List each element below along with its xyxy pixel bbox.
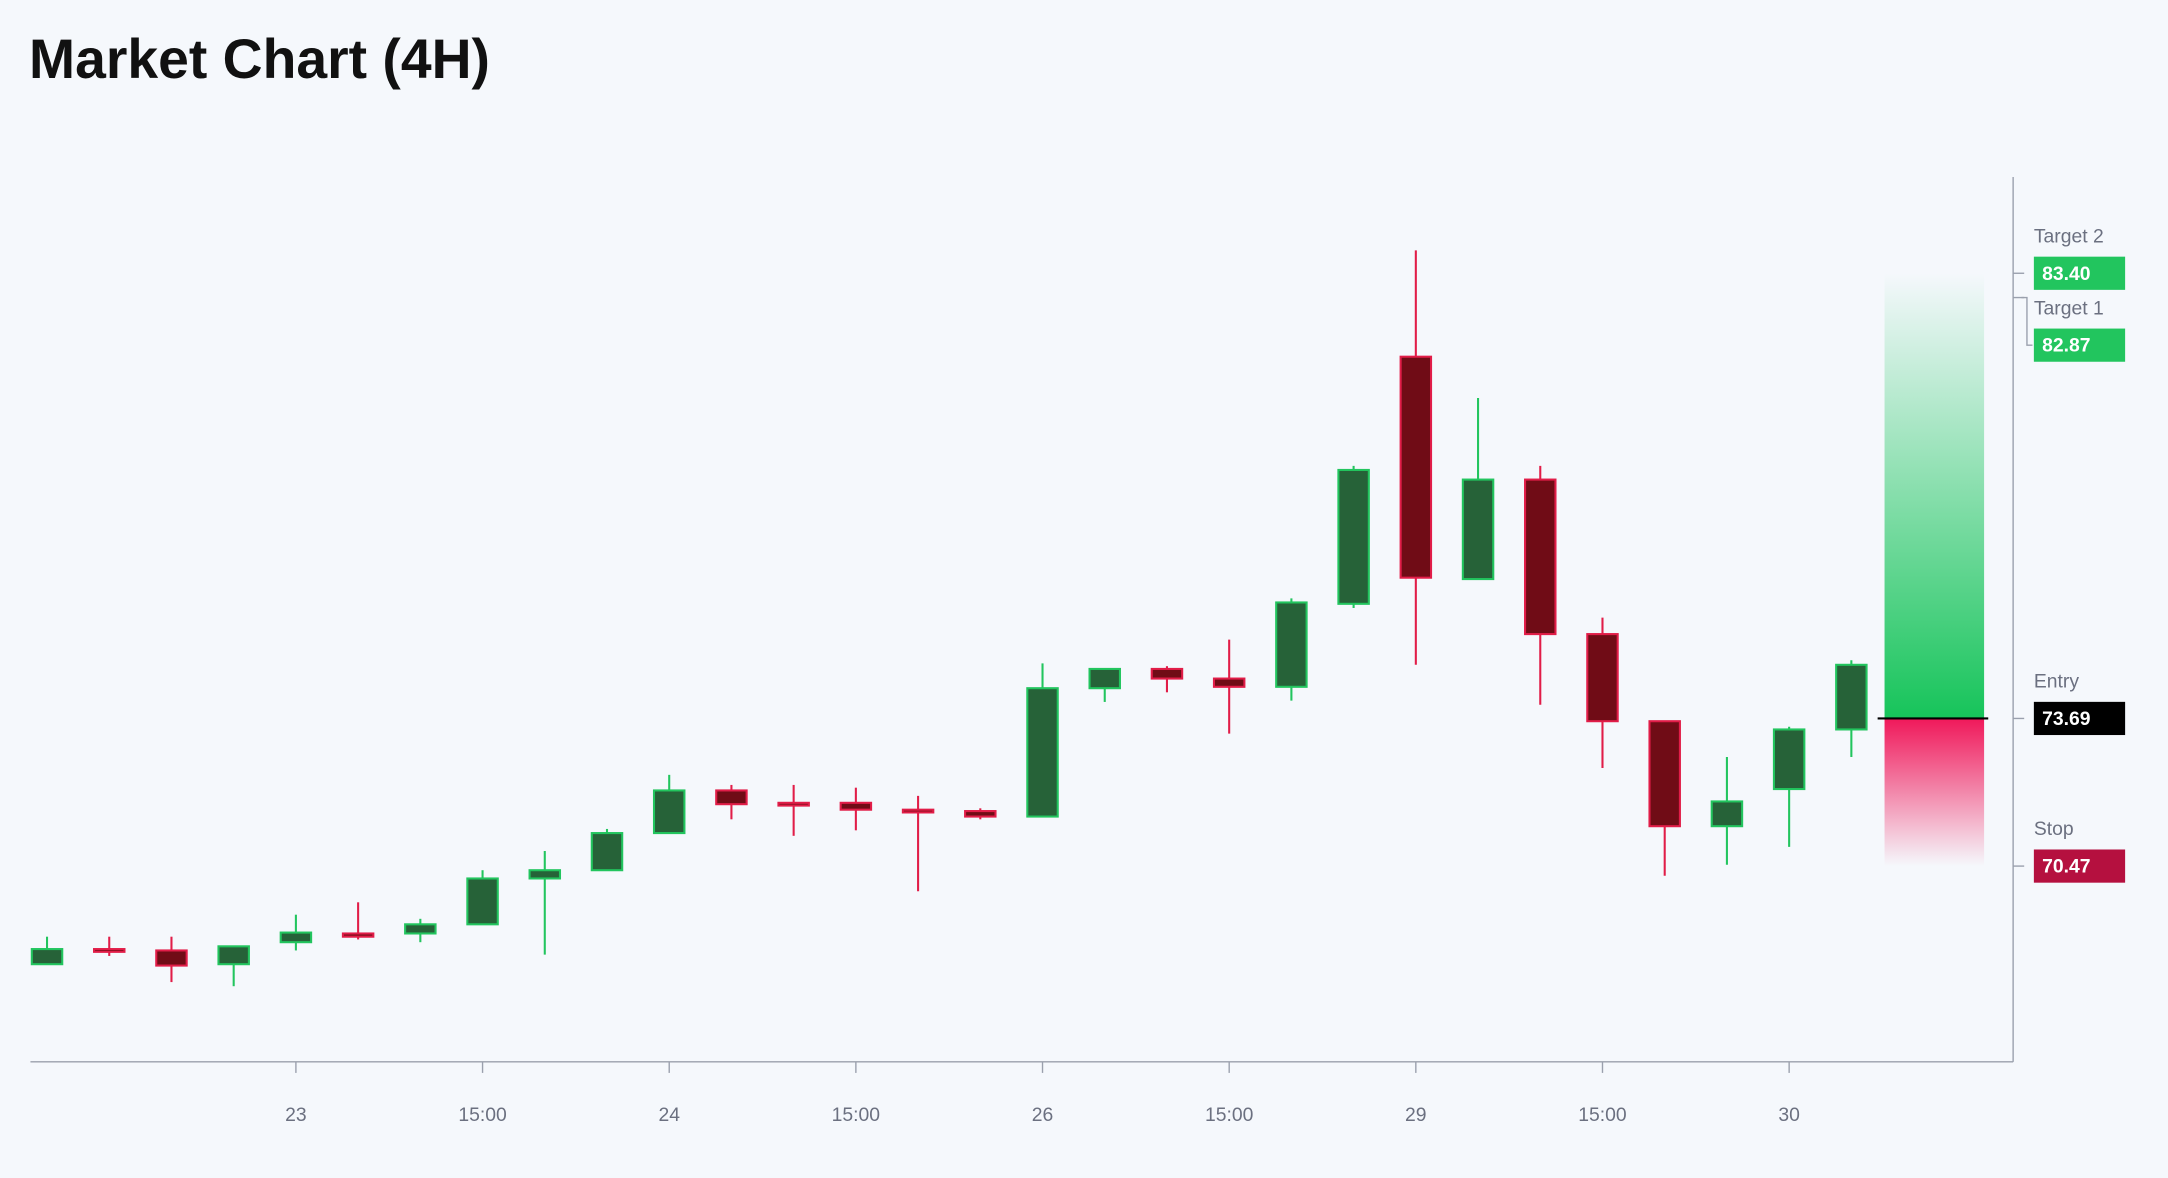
candle-body [341, 932, 375, 938]
x-tick-label: 15:00 [1578, 1104, 1626, 1126]
candle-body [155, 949, 188, 967]
candle-body [1648, 720, 1681, 828]
candle-body [1524, 478, 1557, 636]
chart-title: Market Chart (4H) [29, 28, 490, 90]
candle-body [715, 789, 748, 806]
candle-body [466, 877, 499, 926]
x-tick-label: 23 [285, 1104, 307, 1126]
x-tick-label: 24 [658, 1104, 680, 1126]
candle-body [93, 948, 126, 953]
candle-body [839, 801, 873, 811]
candle-body [1088, 667, 1121, 690]
level-value: 83.40 [2042, 263, 2090, 285]
candle-body [1026, 687, 1059, 818]
level-value: 82.87 [2042, 335, 2090, 357]
candle-body [1461, 478, 1495, 581]
candle-body [1150, 667, 1184, 680]
candle-body [217, 945, 250, 966]
level-name: Stop [2034, 818, 2074, 840]
candle-body [652, 789, 686, 835]
candle-body [590, 832, 624, 872]
candle-body [279, 931, 313, 944]
level-badge [2033, 701, 2126, 736]
level-badge [2033, 256, 2126, 290]
candle-body [1337, 468, 1370, 605]
candle-body [901, 808, 935, 814]
candle-body [777, 801, 810, 807]
x-tick-label: 30 [1778, 1104, 1800, 1126]
candle-body [1399, 355, 1433, 579]
level-badge [2033, 328, 2126, 362]
candle-body [30, 948, 64, 966]
candle-body [964, 810, 997, 818]
level-name: Entry [2034, 671, 2079, 693]
candle-body [1275, 601, 1308, 688]
candle-body [404, 923, 437, 935]
x-tick-label: 29 [1405, 1104, 1427, 1126]
level-badge [2033, 849, 2126, 883]
level-value: 70.47 [2042, 856, 2090, 878]
candle-body [1710, 800, 1744, 828]
candle-body [1586, 633, 1619, 723]
x-tick-label: 15:00 [832, 1104, 880, 1126]
x-tick-label: 15:00 [458, 1104, 506, 1126]
profit-zone [1884, 273, 1985, 719]
label-connector [2021, 296, 2033, 346]
x-tick-label: 26 [1032, 1104, 1054, 1126]
level-name: Target 1 [2034, 297, 2104, 319]
candle-body [1212, 677, 1246, 688]
x-tick-label: 15:00 [1205, 1104, 1253, 1126]
candle-body [1835, 663, 1868, 731]
loss-zone [1884, 718, 1985, 867]
level-value: 73.69 [2042, 708, 2091, 730]
level-name: Target 2 [2034, 225, 2104, 247]
candle-body [1772, 728, 1806, 791]
candle-body [528, 869, 562, 880]
